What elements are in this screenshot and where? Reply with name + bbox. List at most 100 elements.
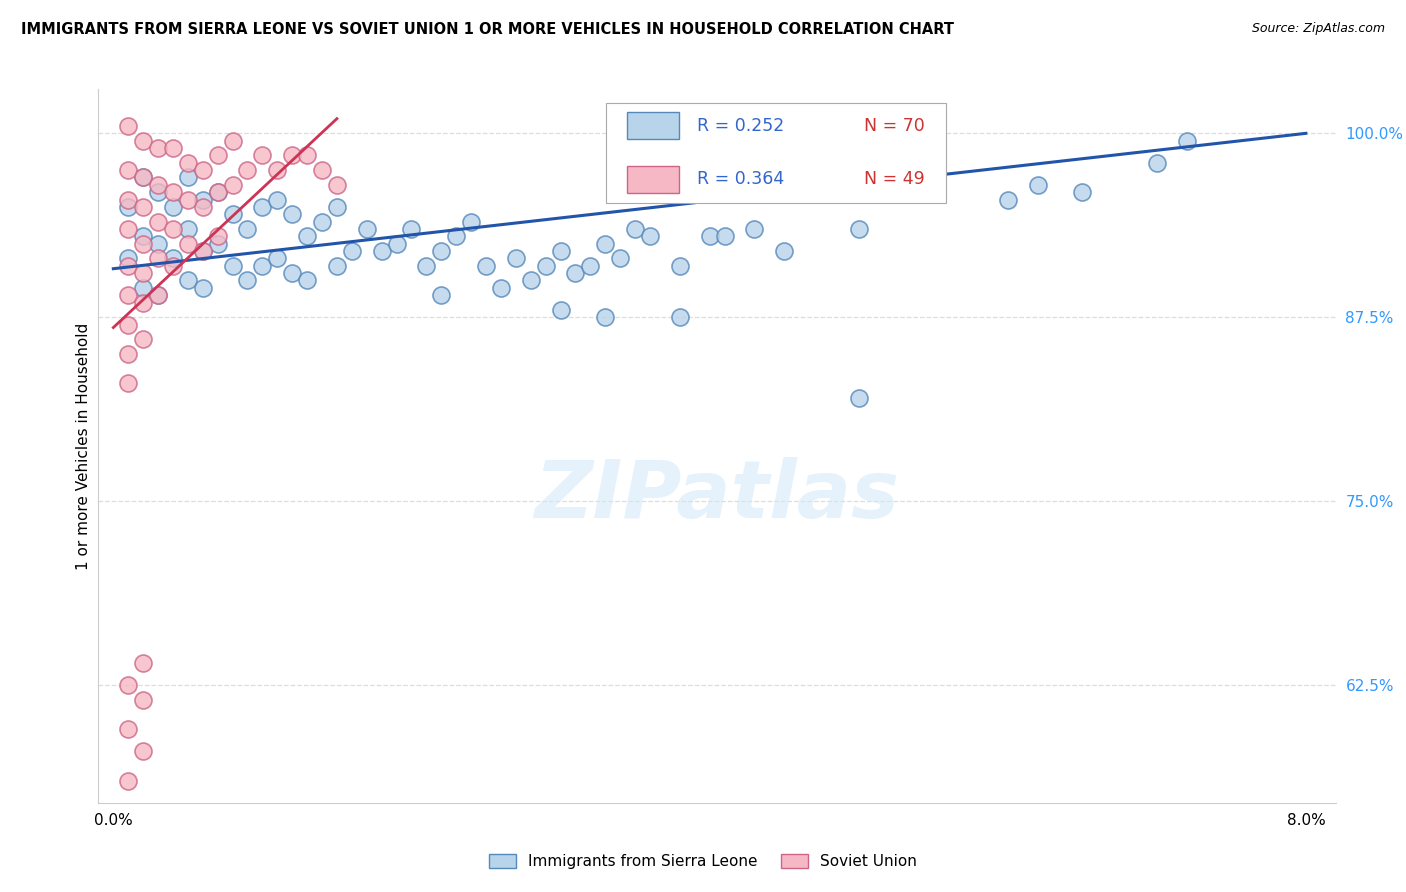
Point xyxy=(146,141,169,155)
Point xyxy=(221,134,243,148)
Point xyxy=(132,656,155,670)
Y-axis label: 1 or more Vehicles in Household: 1 or more Vehicles in Household xyxy=(76,322,91,570)
Point xyxy=(177,193,200,207)
Point xyxy=(117,376,139,391)
Point xyxy=(744,222,766,236)
Point xyxy=(593,310,616,325)
Point xyxy=(311,163,333,178)
Text: N = 49: N = 49 xyxy=(865,170,925,188)
Point xyxy=(117,259,139,273)
Point xyxy=(146,252,169,266)
Point xyxy=(848,222,870,236)
Point xyxy=(117,723,139,737)
Point xyxy=(162,200,184,214)
Point xyxy=(326,200,349,214)
Point xyxy=(519,273,541,287)
Point xyxy=(146,178,169,192)
Point xyxy=(281,207,304,221)
Point xyxy=(132,200,155,214)
Point xyxy=(191,193,214,207)
Point xyxy=(221,207,243,221)
Point xyxy=(326,259,349,273)
Point xyxy=(117,252,139,266)
Point xyxy=(1026,178,1049,192)
Point xyxy=(475,259,498,273)
Point xyxy=(132,170,155,185)
Point xyxy=(444,229,467,244)
Point xyxy=(132,236,155,251)
Point xyxy=(489,281,512,295)
Text: IMMIGRANTS FROM SIERRA LEONE VS SOVIET UNION 1 OR MORE VEHICLES IN HOUSEHOLD COR: IMMIGRANTS FROM SIERRA LEONE VS SOVIET U… xyxy=(21,22,955,37)
Point xyxy=(370,244,392,258)
Point xyxy=(162,222,184,236)
Point xyxy=(713,229,735,244)
Point xyxy=(415,259,437,273)
Point xyxy=(1071,185,1094,199)
Point xyxy=(773,244,796,258)
Point xyxy=(146,214,169,228)
Point xyxy=(117,193,139,207)
Point xyxy=(699,229,721,244)
Point xyxy=(624,222,647,236)
Point xyxy=(266,163,288,178)
Point xyxy=(356,222,378,236)
Point xyxy=(295,229,318,244)
Point xyxy=(162,185,184,199)
Point xyxy=(117,318,139,332)
Text: R = 0.364: R = 0.364 xyxy=(697,170,785,188)
Point xyxy=(207,185,229,199)
Point xyxy=(564,266,586,280)
Bar xyxy=(627,166,679,193)
Legend: Immigrants from Sierra Leone, Soviet Union: Immigrants from Sierra Leone, Soviet Uni… xyxy=(482,848,924,875)
Point xyxy=(191,163,214,178)
Point xyxy=(236,273,259,287)
Point xyxy=(326,178,349,192)
Point xyxy=(207,148,229,162)
FancyBboxPatch shape xyxy=(606,103,946,203)
Text: Source: ZipAtlas.com: Source: ZipAtlas.com xyxy=(1251,22,1385,36)
Point xyxy=(132,134,155,148)
Point xyxy=(295,148,318,162)
Point xyxy=(385,236,408,251)
Point xyxy=(281,148,304,162)
Point xyxy=(207,185,229,199)
Bar xyxy=(627,112,679,139)
Point xyxy=(638,229,661,244)
Point xyxy=(177,222,200,236)
Point xyxy=(132,281,155,295)
Point xyxy=(191,200,214,214)
Point xyxy=(117,200,139,214)
Point xyxy=(609,252,631,266)
Point xyxy=(132,266,155,280)
Point xyxy=(177,273,200,287)
Point xyxy=(997,193,1019,207)
Point xyxy=(207,229,229,244)
Text: ZIPatlas: ZIPatlas xyxy=(534,457,900,535)
Point xyxy=(252,148,274,162)
Point xyxy=(401,222,423,236)
Point xyxy=(146,288,169,302)
Point xyxy=(505,252,527,266)
Point xyxy=(162,141,184,155)
Point xyxy=(550,244,572,258)
Point xyxy=(177,170,200,185)
Point xyxy=(132,744,155,758)
Text: R = 0.252: R = 0.252 xyxy=(697,117,785,135)
Point xyxy=(117,119,139,133)
Point xyxy=(146,288,169,302)
Point xyxy=(177,155,200,169)
Point xyxy=(668,310,690,325)
Point xyxy=(177,236,200,251)
Point xyxy=(132,295,155,310)
Point xyxy=(117,288,139,302)
Point xyxy=(668,259,690,273)
Point xyxy=(848,391,870,405)
Point xyxy=(146,185,169,199)
Point xyxy=(340,244,363,258)
Point xyxy=(236,163,259,178)
Point xyxy=(579,259,602,273)
Point xyxy=(132,693,155,707)
Point xyxy=(1175,134,1198,148)
Point xyxy=(191,281,214,295)
Point xyxy=(266,193,288,207)
